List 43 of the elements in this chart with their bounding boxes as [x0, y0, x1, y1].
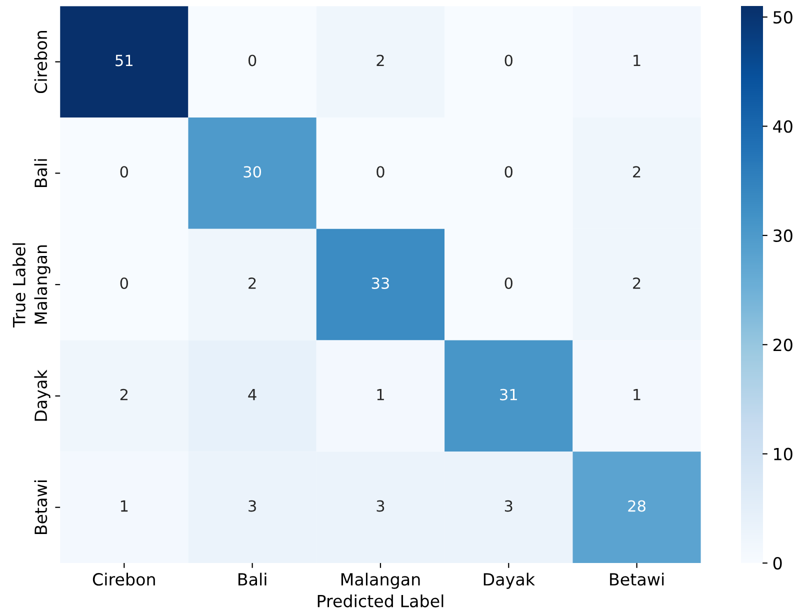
data-label: 0	[504, 54, 512, 66]
y-tick-label: Dayak	[34, 370, 50, 421]
color-bar-label: 50	[774, 11, 792, 24]
x-tick-label: Cirebon	[92, 572, 155, 586]
data-label: 0	[504, 166, 512, 178]
color-bar-label: 30	[774, 229, 792, 242]
data-label: 1	[634, 54, 640, 66]
y-tick-label: Bali	[34, 159, 48, 188]
color-bar-label: 10	[774, 448, 792, 460]
data-label: 31	[500, 388, 517, 400]
data-label: 0	[248, 54, 256, 66]
data-label: 2	[633, 277, 640, 289]
data-label: 28	[628, 500, 646, 512]
data-label: 4	[248, 389, 256, 400]
data-label: 30	[244, 166, 262, 178]
color-bar-label: 40	[773, 120, 792, 133]
y-tick-label: Malangan	[34, 245, 50, 324]
x-tick-label: Betawi	[610, 572, 664, 586]
data-label: 0	[120, 277, 128, 290]
data-label: 2	[120, 388, 128, 400]
data-label: 3	[376, 500, 384, 512]
color-bar-label: 20	[773, 338, 792, 352]
x-axis-title: Predicted Label	[318, 594, 444, 608]
x-tick-label: Bali	[238, 572, 266, 586]
x-tick-label: Malangan	[341, 572, 420, 589]
data-label: 33	[372, 277, 389, 290]
data-label: 2	[248, 277, 256, 289]
data-label: 3	[504, 500, 512, 512]
data-label: 0	[504, 277, 512, 290]
x-tick-label: Dayak	[484, 572, 535, 589]
color-bar-label: 0	[773, 557, 782, 570]
data-label: 1	[120, 500, 128, 512]
data-label: 1	[377, 389, 384, 400]
data-label: 2	[376, 54, 384, 66]
data-label: 3	[248, 500, 256, 512]
data-label: 0	[376, 166, 384, 178]
y-tick-label: Betawi	[34, 480, 48, 534]
data-label: 0	[120, 166, 128, 178]
data-label: 1	[634, 389, 640, 400]
data-label: 51	[116, 54, 132, 66]
y-tick-label: Cirebon	[34, 31, 48, 94]
y-axis-title: True Label	[12, 243, 26, 328]
data-label: 2	[633, 166, 640, 178]
